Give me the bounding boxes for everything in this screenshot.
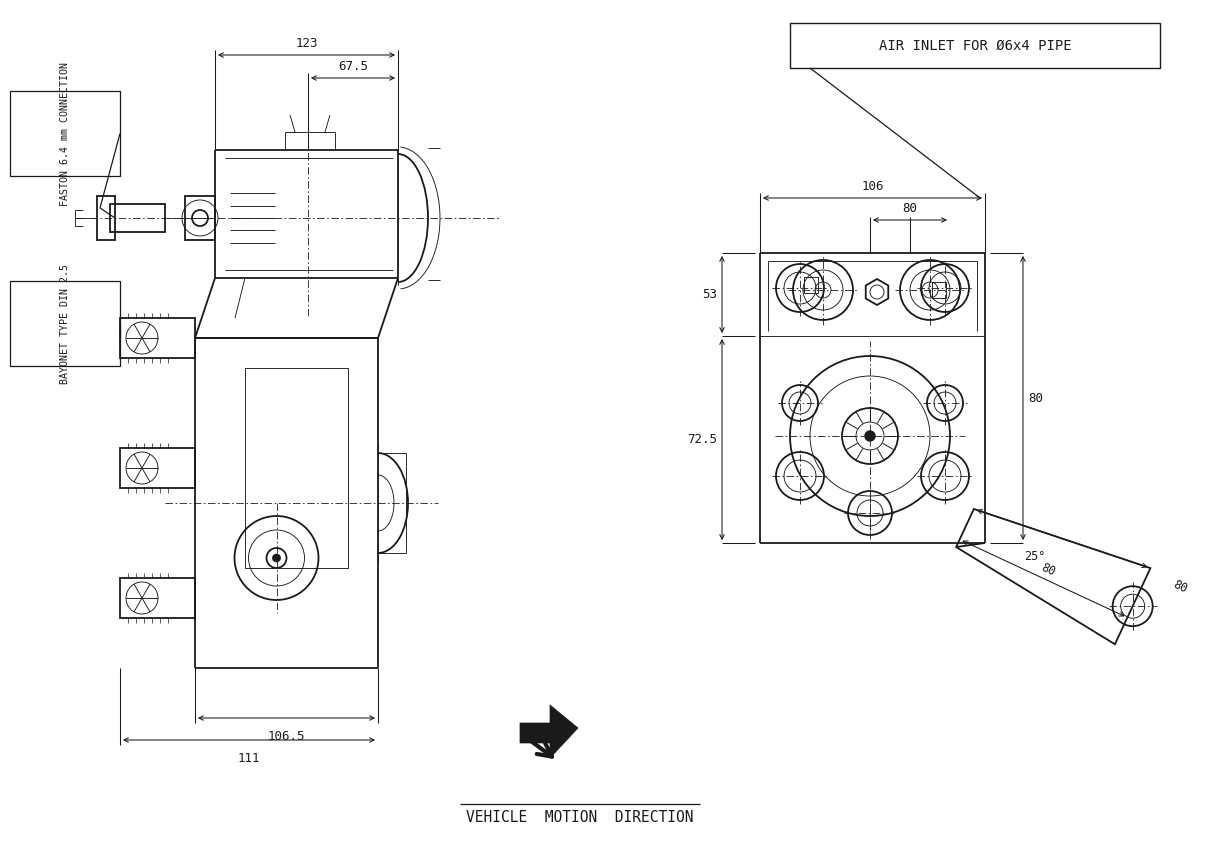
Bar bbox=[245, 368, 349, 568]
Bar bbox=[932, 282, 946, 298]
Circle shape bbox=[273, 554, 281, 562]
Text: 123: 123 bbox=[295, 37, 317, 50]
Bar bbox=[185, 196, 215, 240]
Text: 111: 111 bbox=[238, 752, 260, 765]
Text: 25°: 25° bbox=[1024, 549, 1046, 562]
Bar bbox=[10, 281, 121, 366]
Text: 80: 80 bbox=[1171, 578, 1189, 596]
Text: 106: 106 bbox=[861, 180, 884, 193]
Text: 67.5: 67.5 bbox=[338, 60, 368, 73]
Text: 80: 80 bbox=[902, 202, 918, 215]
Bar bbox=[110, 204, 165, 232]
Text: 80: 80 bbox=[1038, 561, 1056, 578]
Bar bbox=[96, 196, 115, 240]
Text: AIR INLET FOR Ø6x4 PIPE: AIR INLET FOR Ø6x4 PIPE bbox=[879, 38, 1071, 52]
Text: BAYONET TYPE DIN 2.5: BAYONET TYPE DIN 2.5 bbox=[60, 264, 70, 384]
Bar bbox=[10, 91, 121, 176]
Bar bbox=[804, 277, 818, 293]
Bar bbox=[121, 318, 195, 358]
Text: 72.5: 72.5 bbox=[687, 433, 718, 446]
Text: 53: 53 bbox=[702, 288, 718, 301]
Bar bbox=[121, 448, 195, 488]
Text: VEHICLE  MOTION  DIRECTION: VEHICLE MOTION DIRECTION bbox=[467, 811, 693, 825]
Text: 106.5: 106.5 bbox=[268, 730, 305, 743]
Bar bbox=[790, 23, 1160, 68]
Text: FASTON 6.4 mm CONNECTION: FASTON 6.4 mm CONNECTION bbox=[60, 62, 70, 206]
Text: 80: 80 bbox=[1028, 391, 1043, 404]
Bar bbox=[121, 578, 195, 618]
Polygon shape bbox=[520, 705, 578, 758]
Circle shape bbox=[865, 431, 876, 441]
